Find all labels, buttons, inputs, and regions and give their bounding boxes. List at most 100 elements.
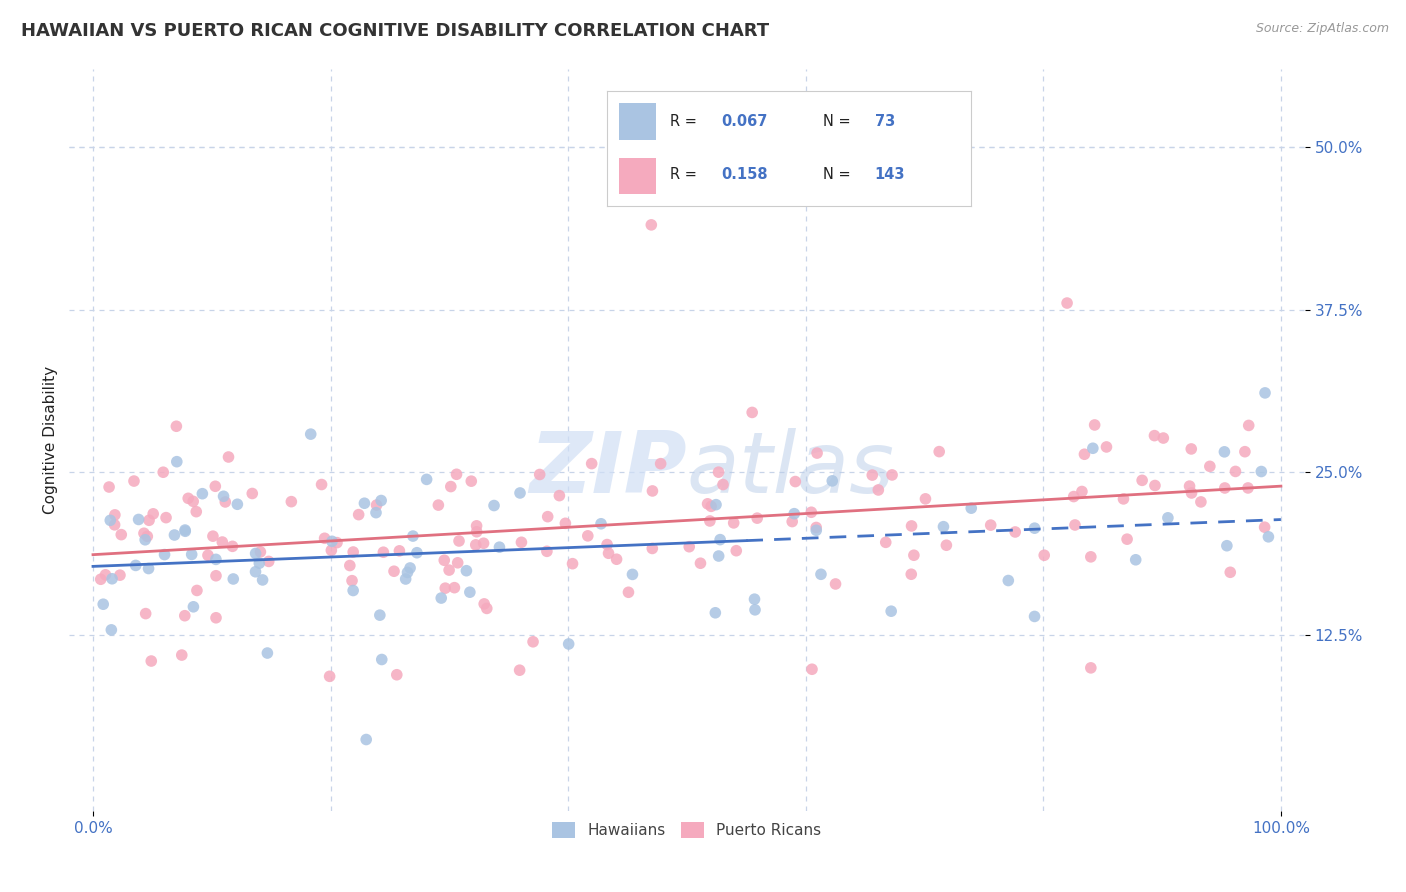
Point xyxy=(711,477,734,491)
Point xyxy=(1033,548,1056,562)
Point xyxy=(509,663,531,677)
Point xyxy=(1180,442,1202,456)
Point xyxy=(388,544,411,558)
Point xyxy=(460,474,482,488)
Point xyxy=(222,572,245,586)
Point xyxy=(1216,539,1239,553)
Point xyxy=(321,543,343,558)
Point xyxy=(101,572,124,586)
Point xyxy=(806,446,828,460)
Point xyxy=(1130,474,1153,488)
Point xyxy=(821,474,844,488)
Point xyxy=(135,607,157,621)
Y-axis label: Cognitive Disability: Cognitive Disability xyxy=(44,366,58,514)
Point xyxy=(370,493,392,508)
Point xyxy=(226,497,249,511)
Point xyxy=(165,419,187,434)
Point xyxy=(311,477,333,491)
Point xyxy=(110,527,132,541)
Point xyxy=(368,608,391,623)
Point xyxy=(868,483,890,497)
Point xyxy=(430,591,453,605)
Text: HAWAIIAN VS PUERTO RICAN COGNITIVE DISABILITY CORRELATION CHART: HAWAIIAN VS PUERTO RICAN COGNITIVE DISAB… xyxy=(21,22,769,40)
Point xyxy=(810,567,832,582)
Point xyxy=(256,646,278,660)
Point xyxy=(509,486,531,500)
Point xyxy=(700,500,723,514)
Point xyxy=(177,491,200,506)
Point xyxy=(699,514,721,528)
Point xyxy=(1112,491,1135,506)
Point xyxy=(141,654,163,668)
Point xyxy=(806,520,828,534)
Point xyxy=(100,623,122,637)
Point xyxy=(1004,524,1026,539)
Point xyxy=(138,561,160,575)
Point xyxy=(446,467,468,482)
Point xyxy=(433,553,456,567)
Point xyxy=(245,565,267,579)
Point xyxy=(581,457,603,471)
Point xyxy=(183,599,205,614)
Point xyxy=(522,634,544,648)
Point xyxy=(576,529,599,543)
Point xyxy=(342,583,364,598)
Point xyxy=(472,597,495,611)
Point xyxy=(1064,518,1087,533)
Point xyxy=(406,546,429,560)
Point xyxy=(1180,486,1202,500)
Point xyxy=(903,548,925,562)
Point xyxy=(443,581,465,595)
Point xyxy=(1213,481,1236,495)
Point xyxy=(689,556,711,570)
Point xyxy=(589,516,612,531)
Point xyxy=(347,508,370,522)
Point xyxy=(1073,447,1095,461)
Point xyxy=(181,494,204,508)
Point xyxy=(641,483,664,498)
Point xyxy=(174,524,197,539)
Point xyxy=(900,567,922,582)
Point xyxy=(366,498,388,512)
Point xyxy=(537,509,560,524)
Point xyxy=(91,597,114,611)
Point xyxy=(353,496,375,510)
Point xyxy=(606,552,628,566)
Point xyxy=(510,535,533,549)
Point xyxy=(960,501,983,516)
Point xyxy=(385,667,408,681)
Point xyxy=(205,568,228,582)
Point xyxy=(914,491,936,506)
Point xyxy=(780,515,803,529)
Point xyxy=(342,545,364,559)
Point xyxy=(704,498,727,512)
Point xyxy=(824,577,846,591)
Point xyxy=(186,505,208,519)
Point xyxy=(1084,417,1107,432)
Point xyxy=(1157,511,1180,525)
Point xyxy=(1198,459,1220,474)
Point xyxy=(299,427,322,442)
Point xyxy=(204,479,226,493)
Point xyxy=(800,505,823,519)
Point xyxy=(108,568,131,582)
Point xyxy=(339,558,361,573)
Point xyxy=(382,564,405,578)
Point xyxy=(1125,553,1147,567)
Point xyxy=(783,507,806,521)
Point xyxy=(880,604,903,618)
Point xyxy=(806,523,828,537)
Point xyxy=(218,450,240,464)
Point xyxy=(98,480,121,494)
Point xyxy=(1080,549,1102,564)
Point xyxy=(464,538,486,552)
Point xyxy=(1024,521,1046,535)
Point xyxy=(932,519,955,533)
Point xyxy=(1189,495,1212,509)
Point xyxy=(373,545,395,559)
Point xyxy=(482,499,505,513)
Point xyxy=(136,529,159,543)
Point xyxy=(1225,465,1247,479)
Point xyxy=(1237,481,1260,495)
Point xyxy=(205,552,228,566)
